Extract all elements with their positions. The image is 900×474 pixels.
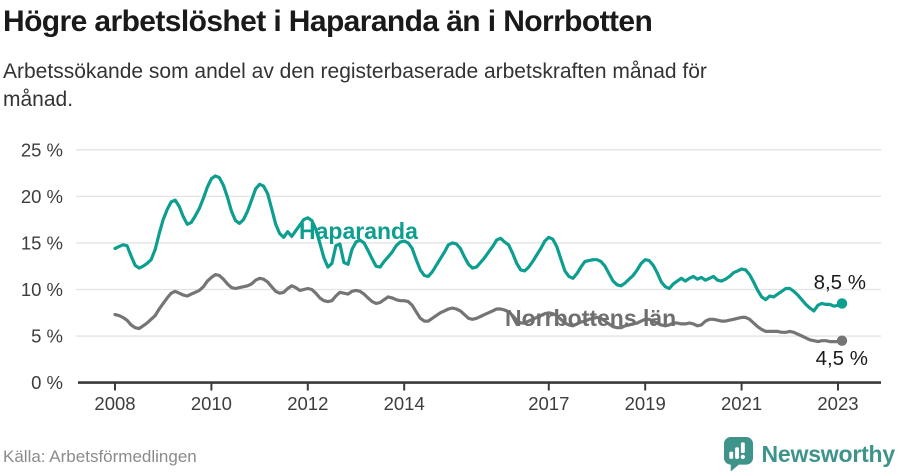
x-axis-tick-label: 2012 xyxy=(287,393,328,414)
x-axis-tick-label: 2017 xyxy=(528,393,569,414)
y-axis-tick-label: 0 % xyxy=(31,372,63,393)
y-axis-tick-label: 20 % xyxy=(21,186,63,207)
y-axis-tick-label: 10 % xyxy=(21,279,63,300)
norrbotten-line xyxy=(113,273,844,344)
x-axis-tick-label: 2021 xyxy=(721,393,762,414)
gridlines xyxy=(76,149,881,384)
norrbotten-end-value-label: 4,5 % xyxy=(816,347,868,370)
page-title: Högre arbetslöshet i Haparanda än i Norr… xyxy=(3,5,653,38)
y-axis-tick-label: 5 % xyxy=(31,326,63,347)
source-note: Källa: Arbetsförmedlingen xyxy=(3,447,197,466)
data-series xyxy=(113,174,848,346)
y-axis-tick-label: 15 % xyxy=(21,232,63,253)
x-axis-tick-label: 2019 xyxy=(625,393,666,414)
x-axis-tick-label: 2008 xyxy=(94,393,135,414)
subtitle-line-1: Arbetssökande som andel av den registerb… xyxy=(3,60,707,83)
x-axis-tick-label: 2010 xyxy=(191,393,232,414)
x-axis-tick-label: 2023 xyxy=(817,393,858,414)
haparanda-end-value-label: 8,5 % xyxy=(814,271,866,294)
y-axis-tick-label: 25 % xyxy=(21,139,63,160)
subtitle-line-2: månad. xyxy=(3,88,74,111)
axis-labels: 0 % 5 % 10 % 15 % 20 % 25 % 2008 2010 2012 2014 20… xyxy=(21,139,859,414)
newsworthy-logo: Newsworthy xyxy=(723,436,895,472)
haparanda-series-label: Haparanda xyxy=(299,218,418,244)
haparanda-end-dot xyxy=(836,298,848,309)
norrbotten-end-dot xyxy=(836,335,848,346)
x-axis-tick-label: 2014 xyxy=(384,393,425,414)
newsworthy-bar-chart-icon xyxy=(723,437,753,472)
haparanda-line xyxy=(113,174,844,313)
norrbotten-series-label: Norrbottens län xyxy=(505,305,676,331)
newsworthy-wordmark: Newsworthy xyxy=(761,440,896,467)
